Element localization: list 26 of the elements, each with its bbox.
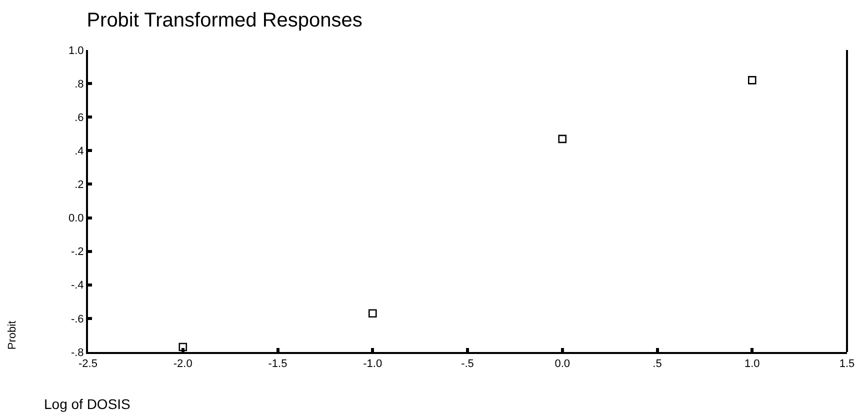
- x-tick-label: -.5: [461, 358, 474, 370]
- x-tick-label: -2.5: [78, 358, 98, 370]
- chart-title: Probit Transformed Responses: [86, 10, 362, 32]
- y-tick-label: 0.0: [68, 212, 84, 225]
- x-tick-label: .5: [652, 358, 662, 370]
- y-tick-label: -.6: [70, 313, 84, 326]
- x-tick-label: -2.0: [173, 358, 192, 370]
- point: [558, 134, 567, 144]
- y-axis-title: Probit: [6, 320, 19, 350]
- x-tick-label: 1.0: [744, 358, 760, 370]
- x-tick-label: -1.5: [268, 358, 288, 370]
- y-tick-label: -.4: [70, 280, 84, 292]
- y-tick-label: -.2: [70, 246, 84, 258]
- point: [748, 76, 756, 84]
- y-tick-label: .6: [74, 112, 84, 124]
- x-tick-label: 1.5: [839, 358, 855, 370]
- x-axis-title: Log of DOSIS: [44, 396, 130, 412]
- point: [178, 342, 188, 352]
- x-tick-label: -1.0: [363, 358, 382, 370]
- y-tick-label: .4: [74, 146, 84, 158]
- point: [368, 309, 377, 318]
- y-tick-label: -.8: [70, 346, 84, 359]
- y-tick-label: 1.0: [68, 44, 84, 57]
- y-tick-label: .8: [74, 78, 84, 90]
- y-tick-label: .2: [74, 179, 84, 192]
- x-tick-label: 0.0: [554, 358, 570, 370]
